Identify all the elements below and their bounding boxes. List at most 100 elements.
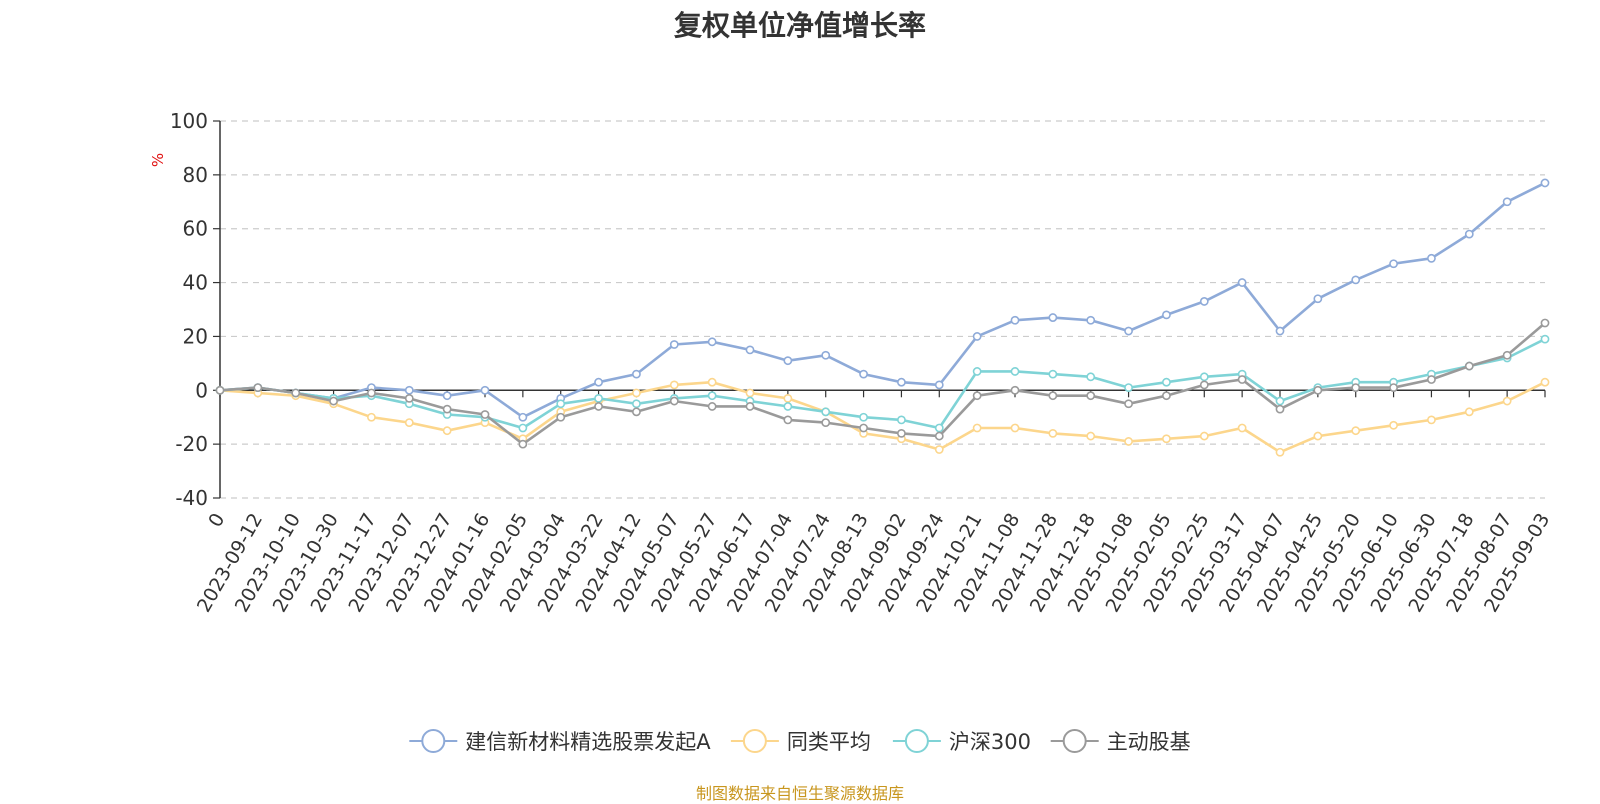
data-point bbox=[1313, 385, 1323, 395]
data-point bbox=[745, 388, 755, 398]
legend-label: 同类平均 bbox=[787, 730, 871, 754]
data-point bbox=[1124, 383, 1133, 392]
data-point bbox=[783, 393, 793, 403]
data-point bbox=[594, 377, 603, 387]
data-point bbox=[442, 391, 452, 401]
legend-marker bbox=[1062, 729, 1087, 753]
data-point bbox=[329, 396, 338, 406]
data-point bbox=[1464, 361, 1474, 371]
data-point bbox=[404, 393, 414, 403]
data-point bbox=[1275, 396, 1285, 406]
data-point bbox=[1010, 385, 1020, 395]
legend-item-1[interactable]: 同类平均 bbox=[730, 729, 871, 754]
data-point bbox=[1540, 318, 1550, 328]
y-tick-label: 20 bbox=[183, 324, 208, 348]
data-point bbox=[821, 350, 831, 360]
data-point bbox=[1464, 407, 1474, 417]
legend-marker bbox=[421, 729, 446, 753]
y-tick-label: 60 bbox=[183, 217, 208, 241]
data-point bbox=[480, 385, 490, 395]
data-point bbox=[1124, 326, 1133, 336]
legend-item-3[interactable]: 主动股基 bbox=[1050, 729, 1191, 754]
data-point bbox=[556, 399, 566, 409]
y-tick-label: 100 bbox=[170, 109, 208, 133]
data-point bbox=[707, 402, 717, 411]
data-point bbox=[518, 412, 528, 422]
series-layer bbox=[215, 178, 1550, 457]
data-point bbox=[972, 423, 982, 433]
data-point bbox=[1275, 326, 1285, 336]
data-point bbox=[1048, 391, 1058, 401]
data-point bbox=[1048, 313, 1058, 322]
data-point bbox=[1162, 391, 1171, 401]
data-point bbox=[1427, 375, 1436, 384]
data-point bbox=[897, 415, 906, 425]
data-point bbox=[1010, 367, 1020, 376]
y-tick-label: 0 bbox=[195, 378, 208, 402]
data-point bbox=[707, 377, 717, 387]
data-point bbox=[1237, 278, 1247, 287]
data-point bbox=[669, 380, 679, 390]
data-point bbox=[632, 369, 641, 379]
data-point bbox=[934, 380, 944, 390]
data-point bbox=[934, 445, 944, 454]
data-point bbox=[1275, 404, 1285, 414]
data-point bbox=[1162, 434, 1171, 444]
series-line-0 bbox=[219, 181, 1546, 419]
data-point bbox=[934, 423, 944, 433]
data-point bbox=[745, 402, 755, 411]
legend-item-2[interactable]: 沪深300 bbox=[892, 729, 1031, 754]
data-point bbox=[1351, 426, 1361, 436]
source-note: 制图数据来自恒生聚源数据库 bbox=[695, 784, 904, 803]
data-point bbox=[632, 399, 641, 409]
data-point bbox=[1010, 423, 1020, 433]
data-point bbox=[1124, 399, 1133, 409]
data-point bbox=[783, 356, 793, 366]
data-point bbox=[215, 385, 225, 395]
data-point bbox=[972, 391, 982, 401]
data-point bbox=[1124, 437, 1133, 446]
y-tick-label: -20 bbox=[175, 432, 208, 456]
data-point bbox=[1389, 420, 1398, 430]
data-point bbox=[669, 340, 679, 349]
data-point bbox=[821, 418, 831, 427]
x-tick-label: 0 bbox=[204, 510, 229, 531]
data-point bbox=[1086, 372, 1096, 382]
data-point bbox=[1540, 334, 1550, 344]
data-point bbox=[1237, 423, 1247, 433]
data-point bbox=[1464, 229, 1474, 239]
series-line-3 bbox=[219, 322, 1546, 446]
series-line-2 bbox=[219, 337, 1546, 430]
data-point bbox=[442, 404, 452, 414]
data-point bbox=[1086, 315, 1096, 325]
legend-item-0[interactable]: 建信新材料精选股票发起A bbox=[409, 729, 711, 754]
data-point bbox=[1199, 297, 1209, 306]
data-point bbox=[1237, 375, 1247, 384]
data-point bbox=[1427, 253, 1436, 263]
data-point bbox=[1502, 197, 1512, 207]
data-point bbox=[1502, 350, 1512, 360]
data-point bbox=[1275, 447, 1285, 457]
data-point bbox=[1389, 259, 1398, 269]
data-point bbox=[859, 412, 868, 422]
legend-label: 主动股基 bbox=[1107, 730, 1191, 754]
data-point bbox=[1162, 377, 1171, 387]
data-point bbox=[1351, 383, 1361, 392]
data-point bbox=[707, 337, 717, 347]
data-point bbox=[1351, 275, 1361, 285]
legend-label: 建信新材料精选股票发起A bbox=[465, 730, 711, 754]
data-point bbox=[1502, 396, 1512, 406]
chart-title: 复权单位净值增长率 bbox=[673, 9, 926, 42]
legend: 建信新材料精选股票发起A 同类平均 沪深300 主动股基 bbox=[409, 729, 1191, 754]
axis-layer: 100806040200-20-40%02023-09-122023-10-10… bbox=[149, 109, 1554, 616]
data-point bbox=[1389, 383, 1398, 392]
data-point bbox=[632, 407, 641, 417]
data-point bbox=[480, 410, 490, 419]
data-point bbox=[972, 367, 982, 376]
data-point bbox=[367, 388, 376, 398]
y-axis-label: % bbox=[149, 153, 167, 167]
data-point bbox=[253, 383, 263, 392]
data-point bbox=[783, 402, 793, 411]
data-point bbox=[556, 412, 566, 422]
data-point bbox=[594, 393, 603, 403]
